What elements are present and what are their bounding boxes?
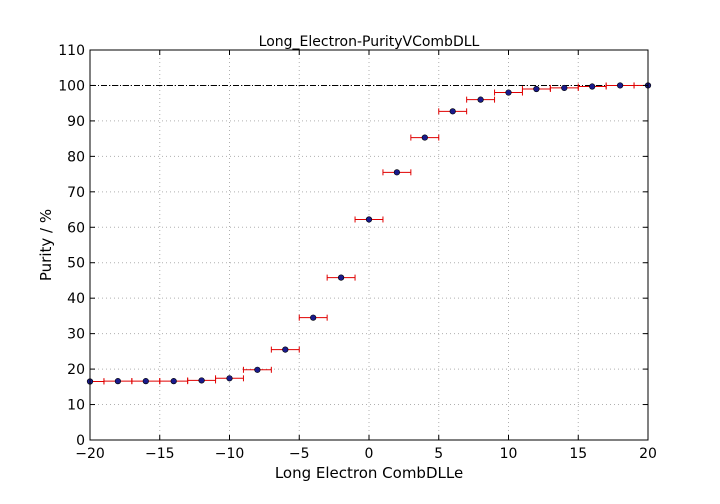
data-marker: [114, 378, 121, 385]
chart-title: Long_Electron-PurityVCombDLL: [259, 34, 480, 50]
data-marker: [338, 274, 345, 281]
data-marker: [365, 216, 373, 223]
data-point: [577, 83, 607, 90]
x-tick-label: 10: [500, 446, 518, 462]
data-marker: [421, 134, 428, 141]
x-tick-label: 0: [365, 446, 374, 462]
data-point: [494, 89, 523, 96]
data-point: [326, 274, 356, 281]
data-point: [215, 375, 244, 382]
data-marker: [561, 84, 568, 92]
data-point: [605, 82, 635, 89]
data-marker: [282, 346, 289, 353]
data-marker: [310, 314, 317, 321]
data-point: [270, 346, 300, 353]
x-tick-label: −10: [215, 446, 245, 462]
y-tick-label: 0: [76, 433, 85, 449]
data-point: [382, 169, 412, 176]
x-axis-title: Long Electron CombDLLe: [275, 464, 463, 482]
y-tick-label: 30: [67, 327, 85, 343]
data-point: [410, 134, 440, 141]
x-tick-label: 15: [569, 446, 587, 462]
y-tick-label: 100: [58, 78, 85, 94]
data-point: [438, 108, 468, 115]
x-tick-label: −20: [75, 446, 105, 462]
y-axis-title: Purity / %: [37, 209, 55, 281]
data-marker: [198, 377, 205, 384]
data-point: [159, 378, 189, 385]
y-tick-label: 50: [67, 256, 85, 272]
y-tick-label: 80: [67, 149, 85, 165]
data-marker: [393, 169, 401, 176]
data-point: [131, 378, 161, 385]
y-tick-label: 110: [58, 43, 85, 59]
data-marker: [589, 83, 596, 90]
data-point: [466, 96, 496, 103]
data-layer: [86, 82, 652, 385]
x-tick-label: 5: [434, 446, 443, 462]
y-tick-label: 60: [67, 220, 85, 236]
data-marker: [533, 85, 540, 93]
y-tick-label: 20: [67, 362, 85, 378]
data-marker: [477, 96, 484, 103]
data-point: [354, 216, 384, 223]
x-tick-label: −15: [145, 446, 175, 462]
data-point: [242, 366, 272, 373]
x-tick-label: −5: [289, 446, 310, 462]
y-tick-label: 10: [67, 398, 85, 414]
data-point: [103, 378, 133, 385]
data-marker: [505, 89, 512, 96]
data-marker: [254, 366, 261, 373]
x-tick-label: 20: [639, 446, 657, 462]
data-point: [187, 377, 217, 384]
tick-layer: −20 −15 −10 −5 0 5 10 15 20 0 10 20 30 40 50 60 70 80 90 10…: [58, 43, 657, 462]
data-marker: [142, 378, 149, 385]
data-point: [521, 85, 551, 93]
data-marker: [226, 375, 233, 382]
y-tick-label: 40: [67, 291, 85, 307]
y-tick-label: 90: [67, 114, 85, 130]
data-marker: [170, 378, 177, 385]
y-tick-label: 70: [67, 185, 85, 201]
data-point: [298, 314, 328, 321]
data-marker: [449, 108, 456, 115]
data-marker: [616, 82, 624, 89]
